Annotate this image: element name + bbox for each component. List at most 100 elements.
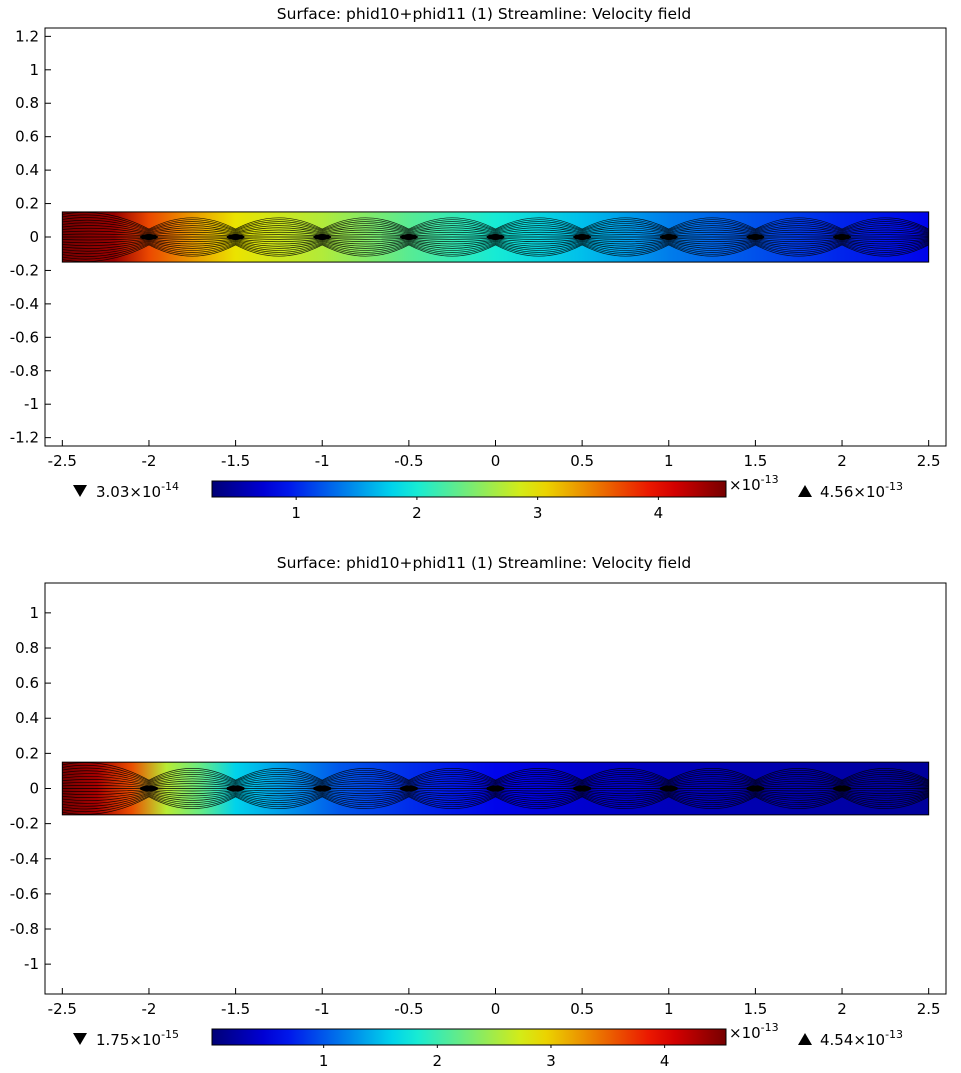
- colorbar-tick-label: 4: [660, 1052, 670, 1070]
- y-tick-label: 0.8: [15, 639, 39, 657]
- streamline: [62, 792, 929, 804]
- x-tick-label: -1: [315, 452, 330, 470]
- colorbar-tick-label: 1: [291, 504, 301, 522]
- y-tick-label: 0.6: [15, 674, 39, 692]
- y-tick-label: -0.6: [10, 885, 39, 903]
- x-tick-label: 2: [837, 1000, 847, 1018]
- y-tick-label: -0.2: [10, 815, 39, 833]
- x-tick-label: 1: [664, 452, 674, 470]
- streamline: [62, 222, 929, 233]
- stagnation-point: [573, 785, 592, 792]
- stagnation-point: [659, 234, 678, 240]
- x-tick-label: 1: [664, 1000, 674, 1018]
- x-tick-label: 2: [837, 452, 847, 470]
- streamline: [62, 225, 929, 234]
- plot-title: Surface: phid10+phid11 (1) Streamline: V…: [277, 554, 691, 572]
- domain-boundary: [61, 211, 930, 263]
- y-tick-label: -0.8: [10, 920, 39, 938]
- plot-panel-1: Surface: phid10+phid11 (1) Streamline: V…: [0, 0, 961, 536]
- stagnation-point: [399, 234, 418, 240]
- streamline: [62, 242, 929, 257]
- y-tick-label: 0.2: [15, 195, 39, 213]
- streamline: [62, 776, 929, 786]
- x-tick-label: 0: [491, 452, 501, 470]
- colorbar-tick-label: 3: [533, 504, 543, 522]
- y-tick-label: 0: [29, 228, 39, 246]
- x-tick-label: -2: [141, 452, 156, 470]
- colorbar-max-label: 4.54×10-13: [820, 1028, 903, 1049]
- y-tick-label: 0.8: [15, 94, 39, 112]
- stagnation-point: [486, 234, 505, 240]
- x-tick-label: 0.5: [570, 1000, 594, 1018]
- colorbar-scale-label: ×10-13: [729, 473, 779, 494]
- min-marker-icon: [73, 485, 87, 497]
- stagnation-point: [746, 234, 765, 240]
- colorbar-tick-label: 2: [433, 1052, 443, 1070]
- y-tick-label: -0.2: [10, 261, 39, 279]
- streamline: [62, 795, 929, 813]
- colorbar-scale-label: ×10-13: [729, 1021, 779, 1042]
- streamlines: [62, 212, 929, 262]
- colorbar-max-label: 4.56×10-13: [820, 480, 903, 501]
- x-tick-label: -1: [315, 1000, 330, 1018]
- streamline: [62, 770, 929, 784]
- colorbar-tick-label: 1: [319, 1052, 329, 1070]
- streamline: [62, 244, 929, 262]
- stagnation-point: [833, 785, 852, 792]
- x-tick-label: 1.5: [743, 452, 767, 470]
- y-tick-label: 0.4: [15, 161, 39, 179]
- stagnation-point: [659, 785, 678, 792]
- y-tick-label: 1.2: [15, 27, 39, 45]
- streamline: [62, 773, 929, 785]
- colorbar: [211, 1028, 727, 1046]
- colorbar-tick-label: 2: [412, 504, 422, 522]
- stagnation-point: [226, 785, 245, 792]
- colorbar-tick-label: 3: [546, 1052, 556, 1070]
- x-tick-label: -2.5: [48, 452, 77, 470]
- streamline: [62, 241, 929, 252]
- y-tick-label: -0.6: [10, 328, 39, 346]
- stagnation-point: [139, 234, 158, 240]
- streamline: [62, 219, 929, 233]
- streamline: [62, 793, 929, 807]
- plot-panel-2: Surface: phid10+phid11 (1) Streamline: V…: [0, 536, 961, 1072]
- x-tick-label: 1.5: [743, 1000, 767, 1018]
- plot-title: Surface: phid10+phid11 (1) Streamline: V…: [277, 5, 691, 23]
- streamline: [62, 243, 929, 260]
- streamline: [62, 762, 929, 781]
- streamline: [62, 796, 929, 815]
- x-tick-label: -0.5: [394, 1000, 423, 1018]
- y-tick-label: -1: [24, 955, 39, 973]
- y-tick-label: -0.8: [10, 362, 39, 380]
- colorbar-tick-label: 4: [654, 504, 664, 522]
- streamline: [62, 764, 929, 782]
- streamline: [62, 767, 929, 783]
- y-tick-label: -1: [24, 395, 39, 413]
- stagnation-point: [313, 234, 332, 240]
- stagnation-point: [399, 785, 418, 792]
- max-marker-icon: [798, 1033, 812, 1045]
- colorbar: [211, 480, 727, 498]
- y-tick-label: 0.2: [15, 744, 39, 762]
- x-tick-label: 0.5: [570, 452, 594, 470]
- y-tick-label: -0.4: [10, 850, 39, 868]
- stagnation-point: [139, 785, 158, 792]
- y-tick-label: -0.4: [10, 295, 39, 313]
- surface-plot-1: Surface: phid10+phid11 (1) Streamline: V…: [10, 5, 947, 522]
- streamline: [62, 214, 929, 231]
- stagnation-point: [573, 234, 592, 240]
- stagnation-point: [746, 785, 765, 792]
- y-tick-label: 0.4: [15, 709, 39, 727]
- x-tick-label: -1.5: [221, 1000, 250, 1018]
- y-tick-label: 0.6: [15, 128, 39, 146]
- y-tick-label: -1.2: [10, 429, 39, 447]
- domain-boundary: [61, 761, 930, 816]
- x-tick-label: 2.5: [917, 452, 941, 470]
- y-tick-label: 1: [29, 604, 39, 622]
- surface-plot-2: Surface: phid10+phid11 (1) Streamline: V…: [10, 554, 947, 1070]
- colorbar-min-label: 1.75×10-15: [96, 1028, 179, 1049]
- x-tick-label: -0.5: [394, 452, 423, 470]
- colorbar-min-label: 3.03×10-14: [96, 480, 179, 501]
- x-tick-label: 0: [491, 1000, 501, 1018]
- x-tick-label: -1.5: [221, 452, 250, 470]
